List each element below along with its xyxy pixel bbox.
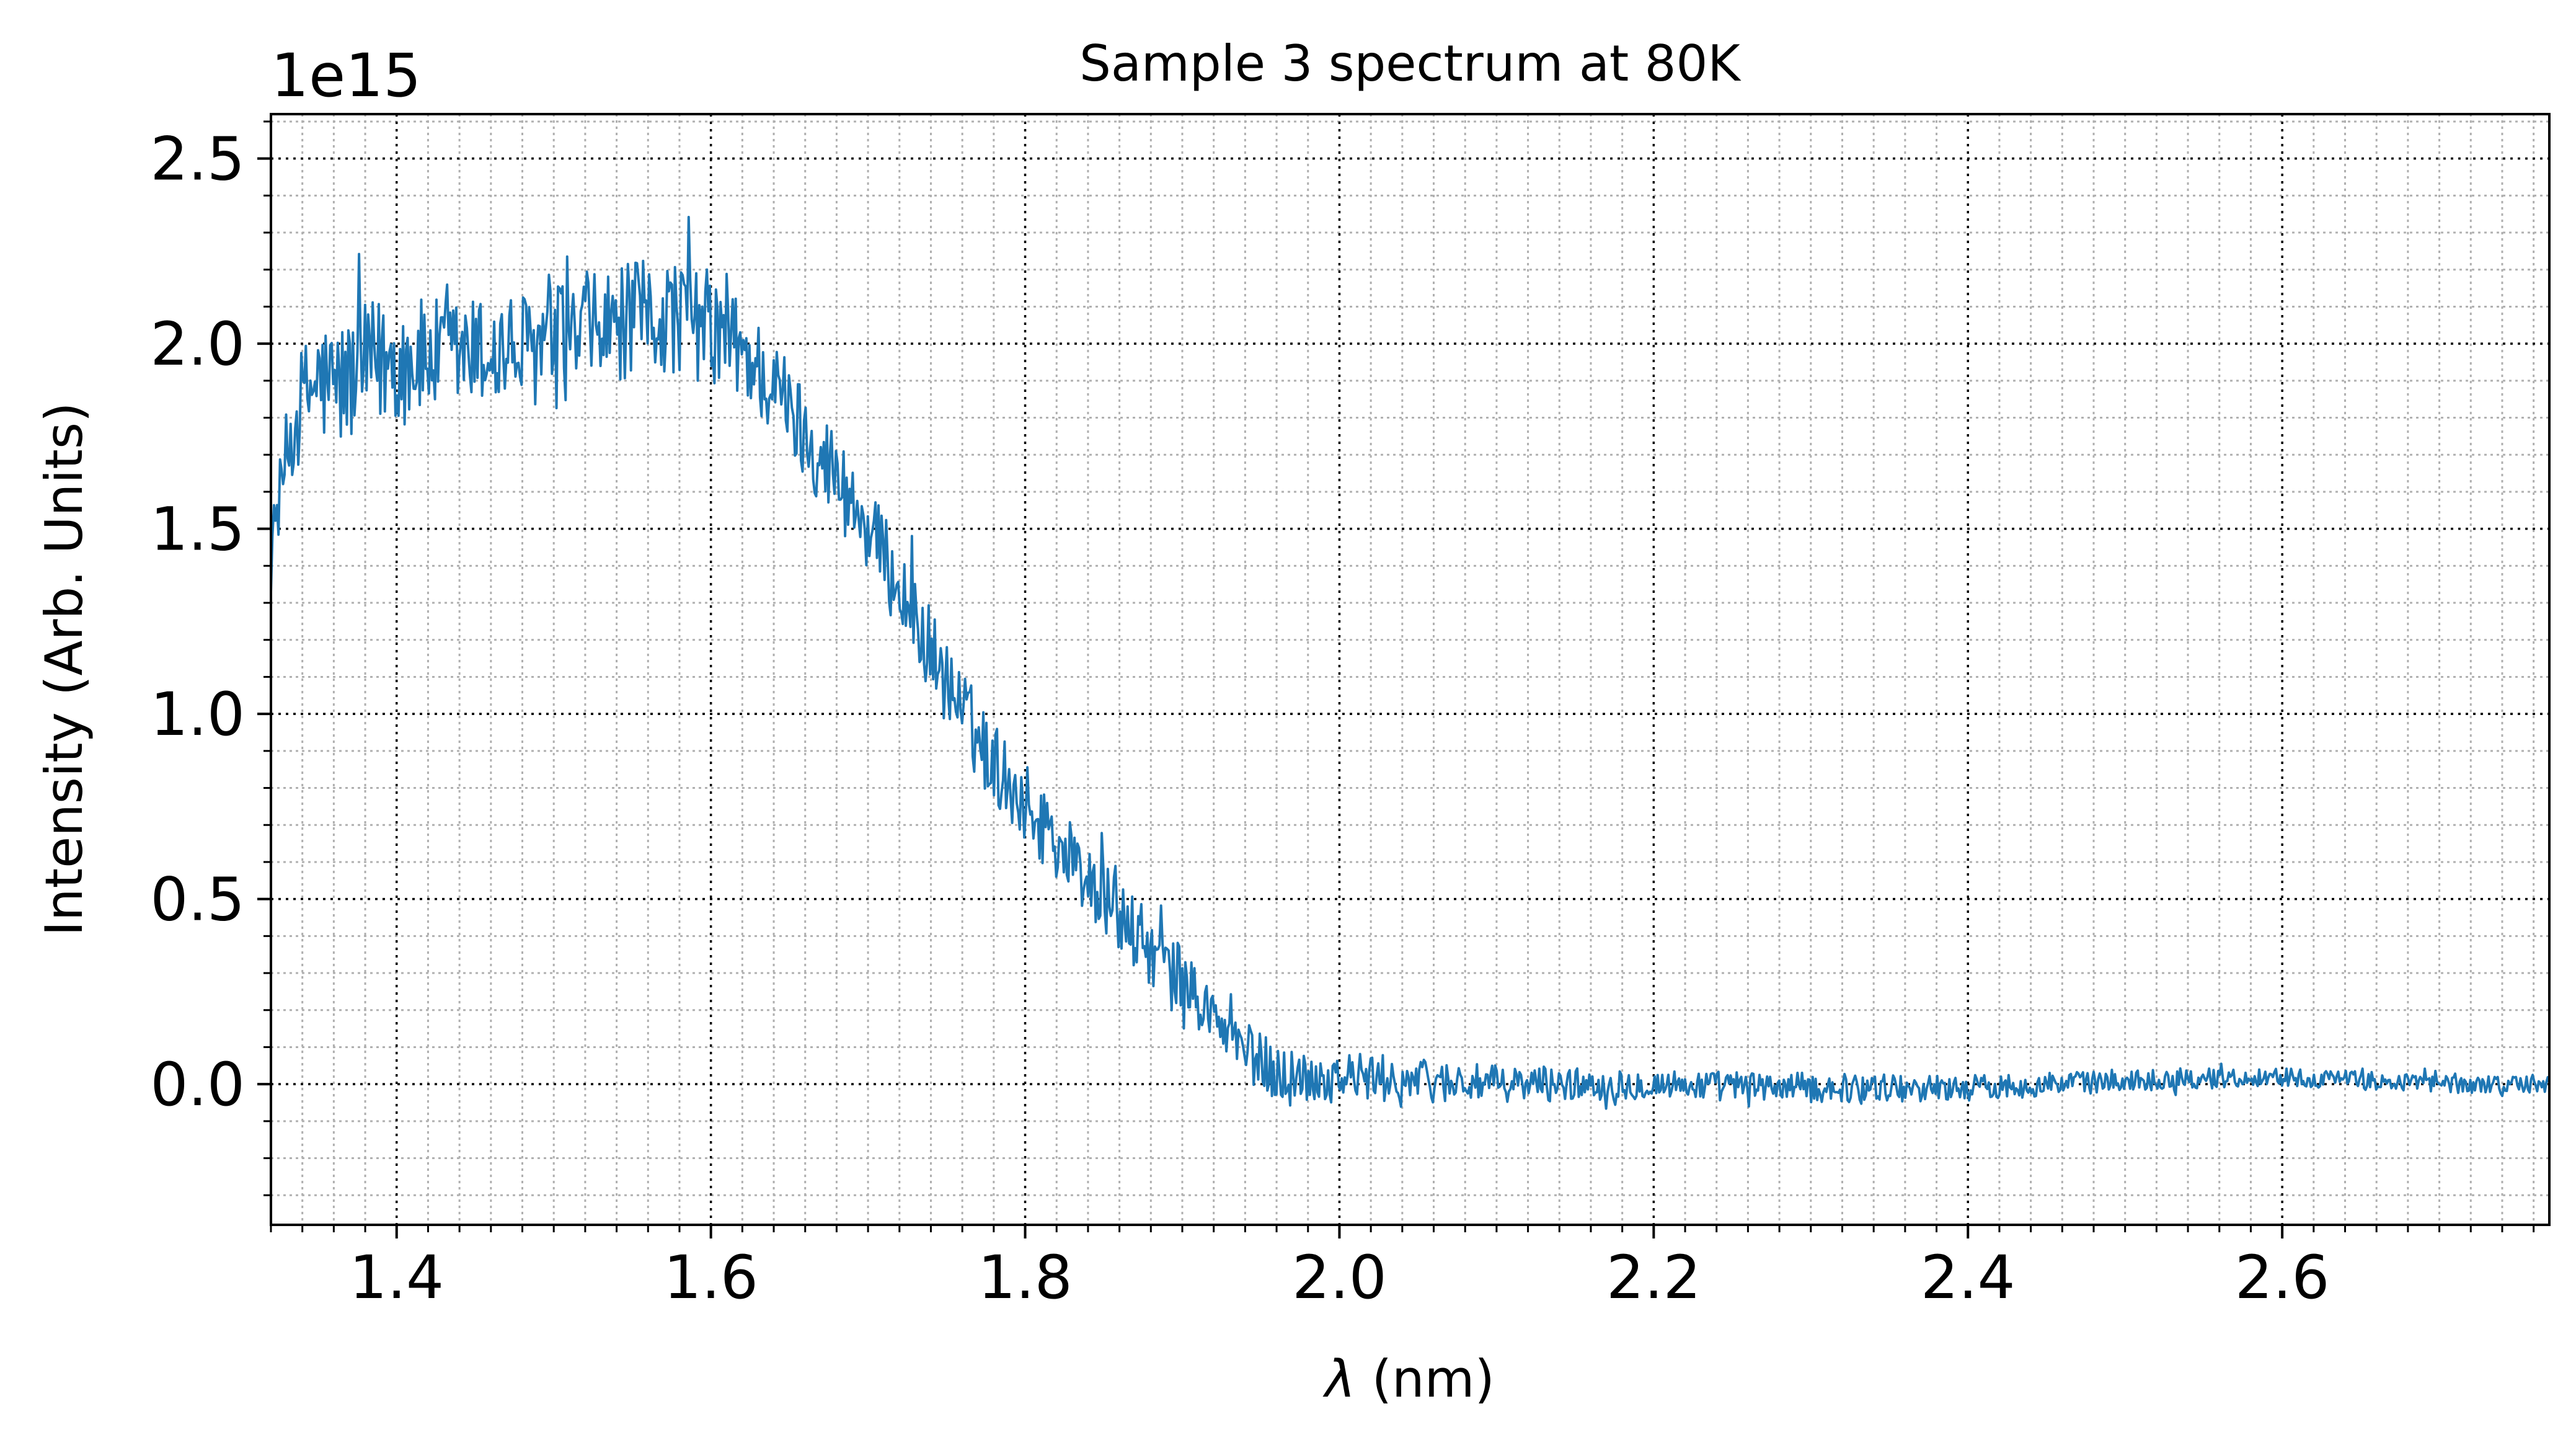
x-axis-label-symbol: λ: [1322, 1349, 1355, 1409]
axis-ticks: [257, 120, 2535, 1238]
x-tick-label: 1.6: [663, 1243, 758, 1312]
y-tick-label: 0.5: [150, 865, 245, 935]
series-layer: [270, 216, 2551, 1110]
y-axis-label: Intensity (Arb. Units): [34, 402, 94, 936]
chart-title: Sample 3 spectrum at 80K: [1079, 35, 1742, 92]
x-tick-label: 1.4: [349, 1243, 444, 1312]
y-tick-label: 1.5: [150, 495, 245, 564]
x-tick-label: 2.2: [1606, 1243, 1701, 1312]
x-tick-label: 1.8: [978, 1243, 1073, 1312]
y-tick-label: 1.0: [150, 680, 245, 749]
y-tick-label: 0.0: [150, 1050, 245, 1119]
plot-area-frame: [270, 113, 2551, 1226]
y-offset-label: 1e15: [271, 41, 421, 110]
y-tick-label: 2.0: [150, 309, 245, 379]
x-tick-label: 2.0: [1292, 1243, 1387, 1312]
spectrum-line-series-0: [270, 216, 2551, 1110]
x-axis-label: λ (nm): [1322, 1349, 1495, 1409]
x-tick-label: 2.4: [1921, 1243, 2016, 1312]
minor-grid: [270, 114, 2549, 1225]
y-tick-label: 2.5: [150, 125, 245, 194]
x-tick-label: 2.6: [2235, 1243, 2330, 1312]
y-tick-labels: 0.0 0.5 1.0 1.5 2.0 2.5: [150, 125, 245, 1120]
x-tick-labels: 1.4 1.6 1.8 2.0 2.2 2.4 2.6: [349, 1243, 2329, 1312]
x-axis-label-unit: (nm): [1355, 1349, 1495, 1409]
